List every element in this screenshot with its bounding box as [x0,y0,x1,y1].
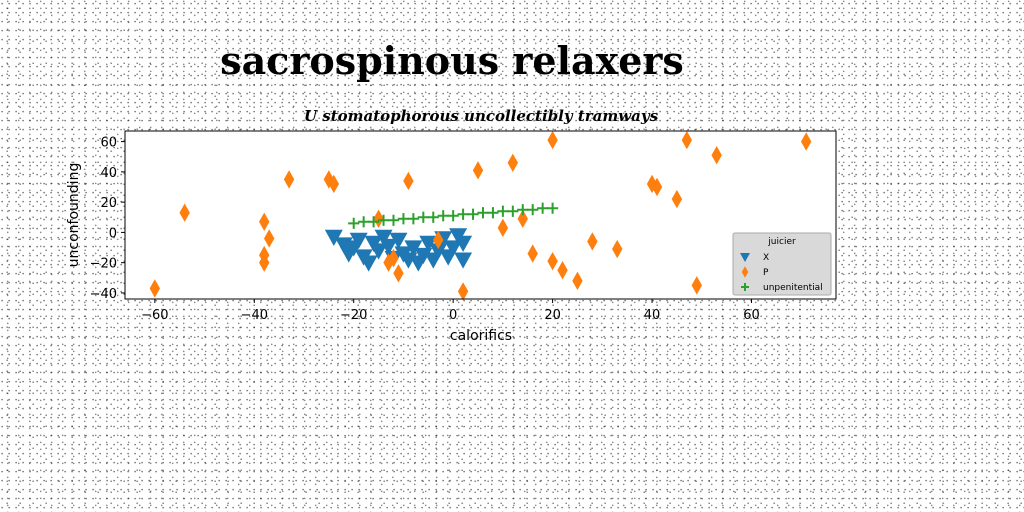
y-tick-label: 0 [109,226,117,241]
point-p [651,177,663,197]
point-unpenitential [427,211,439,223]
point-p [283,170,295,189]
x-tick-label: 60 [743,308,760,323]
point-p [259,253,270,272]
point-unpenitential [507,205,519,217]
y-tick-label: 40 [100,166,117,181]
x-tick-label: −20 [340,308,367,323]
y-tick-label: 20 [100,196,117,211]
point-unpenitential [368,216,380,228]
point-p [149,279,161,298]
y-tick-label: −20 [90,257,117,272]
point-unpenitential [537,202,549,214]
x-tick-label: −60 [141,308,168,323]
point-x [349,232,368,249]
point-x [379,238,398,256]
point-unpenitential [417,211,429,223]
point-unpenitential [387,214,400,226]
point-p [403,171,414,191]
point-unpenitential [477,207,489,219]
point-x [454,252,473,269]
point-p [393,264,404,283]
point-x [429,243,448,260]
point-p [179,203,190,222]
point-x [419,235,438,252]
point-x [359,255,378,272]
point-unpenitential [348,217,360,229]
point-x [374,229,393,246]
legend-title: juicier [767,237,796,247]
x-tick-label: 20 [544,308,561,323]
point-p [472,161,484,180]
point-p [517,209,528,228]
point-p [612,239,623,259]
point-p [646,174,658,194]
point-unpenitential [527,204,539,216]
point-p [547,130,558,150]
point-p [323,170,335,189]
point-unpenitential [457,208,469,220]
point-p [373,209,384,228]
axis-ticks: −60 −40 −20 0 20 40 60 −40 −20 0 20 40 60 [90,136,760,323]
point-p [587,232,598,251]
point-x [404,240,423,257]
point-p [507,153,519,172]
point-p [527,244,538,263]
legend-label-p: P [763,268,769,278]
point-unpenitential [358,216,370,228]
point-unpenitential [467,208,479,220]
point-x [454,235,473,252]
point-x [324,229,343,246]
point-p [328,174,340,194]
y-tick-label: −40 [90,287,117,302]
point-unpenitential [546,202,559,214]
point-unpenitential [487,207,499,219]
point-unpenitential [517,204,529,216]
point-p [572,271,583,291]
x-tick-label: −40 [241,308,268,323]
plot-frame [124,130,837,300]
plot-area [125,131,836,299]
point-unpenitential [397,213,410,225]
point-p [388,248,399,268]
legend-label-unpenitential: unpenitential [763,283,823,293]
point-p [800,132,812,151]
point-unpenitential [447,210,459,222]
point-p [433,230,444,250]
point-p [681,130,693,150]
point-x [444,240,463,257]
point-p [457,282,469,301]
point-p [547,251,558,271]
legend-box [732,232,832,296]
point-x [369,243,388,260]
point-x [389,232,408,249]
point-p [263,229,275,248]
y-tick-label: 60 [100,136,117,151]
x-tick-label: 40 [644,308,661,323]
point-unpenitential [377,214,390,226]
point-p [691,276,702,295]
legend-marker-p [741,266,749,278]
point-p [671,189,683,209]
x-axis-label: calorifics [450,328,512,344]
legend-marker-unpenitential [741,283,749,291]
chart-subtitle: U stomatophorous uncollectibly tramways [304,107,659,125]
legend-marker-x [740,253,750,262]
point-p [497,218,509,238]
y-axis-label: unconfounding [66,163,82,268]
point-p [557,261,568,280]
x-tick-label: 0 [449,308,457,323]
point-p [259,212,270,232]
legend-label-x: X [763,253,769,263]
point-p [711,146,722,165]
point-unpenitential [497,205,509,217]
chart-title: sacrospinous relaxers [220,38,684,83]
point-x [414,247,433,265]
point-unpenitential [437,210,449,222]
data-marks [149,130,812,301]
point-unpenitential [407,213,419,225]
